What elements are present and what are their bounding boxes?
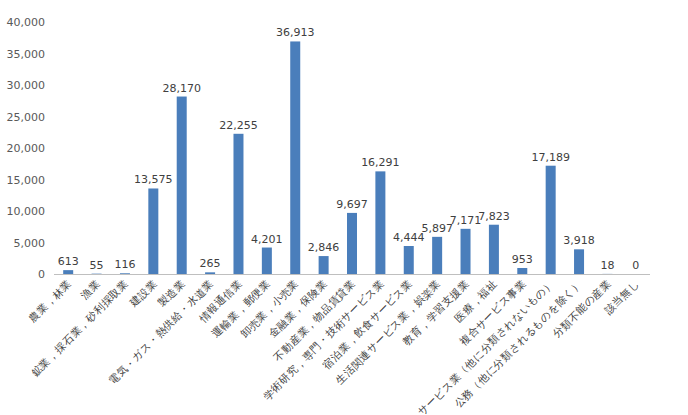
bar <box>347 213 357 274</box>
data-label: 7,171 <box>450 214 482 227</box>
x-tick-label: 学術研究，専門・技術サービス業 <box>261 277 386 402</box>
bar <box>148 188 158 274</box>
x-tick-label: サービス業（他に分類されないもの） <box>415 277 556 415</box>
bar <box>517 268 527 274</box>
chart-svg: 0 5,000 10,000 15,000 20,000 25,000 30,000 35,0… <box>0 0 688 415</box>
x-tick-label: 農業，林業 <box>26 277 73 324</box>
data-label: 17,189 <box>531 151 570 164</box>
bar <box>631 274 641 275</box>
bar <box>177 97 187 274</box>
data-label: 265 <box>200 257 221 270</box>
bar <box>602 273 612 274</box>
bar <box>290 41 300 274</box>
y-tick-label: 40,000 <box>7 16 46 29</box>
chart-container: 0 5,000 10,000 15,000 20,000 25,000 30,000 35,0… <box>0 0 688 415</box>
y-tick-label: 25,000 <box>7 111 46 124</box>
data-label: 22,255 <box>219 119 258 132</box>
data-label: 4,444 <box>393 231 425 244</box>
data-label: 7,823 <box>478 210 510 223</box>
y-tick-label: 20,000 <box>7 142 46 155</box>
bar <box>432 237 442 274</box>
x-tick-label: 公務（他に分類されるものを除く） <box>452 277 585 410</box>
bar <box>92 273 102 274</box>
bar <box>120 273 130 274</box>
bar <box>461 229 471 274</box>
bar <box>546 166 556 274</box>
x-tick-label: 生活関連サービス業，娯楽業 <box>333 277 443 387</box>
y-axis: 0 5,000 10,000 15,000 20,000 25,000 30,000 35,0… <box>7 16 46 281</box>
x-tick-label: 鉱業，採石業，砂利採取業 <box>29 277 131 379</box>
x-axis: 農業，林業漁業鉱業，採石業，砂利採取業建設業製造業電気・ガス・熱供給・水道業情報… <box>26 277 641 415</box>
bar <box>404 246 414 274</box>
data-label: 613 <box>58 255 79 268</box>
data-label: 36,913 <box>276 26 315 39</box>
bar <box>233 134 243 274</box>
bar <box>375 171 385 274</box>
x-tick-label: 該当無し <box>602 277 642 317</box>
y-tick-label: 30,000 <box>7 79 46 92</box>
y-tick-label: 0 <box>38 268 45 281</box>
data-label: 18 <box>600 259 614 272</box>
y-tick-label: 5,000 <box>14 237 46 250</box>
data-label: 3,918 <box>563 234 595 247</box>
data-label: 13,575 <box>134 173 173 186</box>
bar <box>319 256 329 274</box>
data-label: 55 <box>90 259 104 272</box>
data-label: 2,846 <box>308 241 340 254</box>
bars <box>63 41 612 274</box>
y-tick-label: 35,000 <box>7 48 46 61</box>
data-label: 9,697 <box>336 198 368 211</box>
data-label: 953 <box>512 253 533 266</box>
x-tick-label: 建設業 <box>126 277 159 310</box>
data-label: 116 <box>114 258 135 271</box>
data-label: 16,291 <box>361 156 400 169</box>
bar <box>205 272 215 274</box>
x-tick-label: 漁業 <box>78 277 102 301</box>
data-label: 0 <box>632 259 639 272</box>
y-tick-label: 15,000 <box>7 174 46 187</box>
bar <box>489 225 499 274</box>
bar <box>63 270 73 274</box>
data-labels: 613 55 116 13,575 28,170 265 22,255 4,201 36,913… <box>58 26 640 272</box>
x-axis-line <box>54 274 650 275</box>
bar <box>262 248 272 274</box>
data-label: 4,201 <box>251 233 283 246</box>
data-label: 28,170 <box>162 82 201 95</box>
data-label: 5,897 <box>421 222 453 235</box>
y-tick-label: 10,000 <box>7 205 46 218</box>
bar <box>574 249 584 274</box>
x-tick-label: 電気・ガス・熱供給・水道業 <box>106 277 216 387</box>
